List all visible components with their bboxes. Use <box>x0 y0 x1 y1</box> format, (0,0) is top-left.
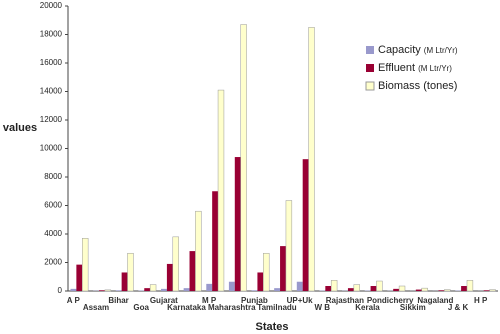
bar <box>296 281 303 291</box>
bar <box>234 157 241 291</box>
x-tick-label: H P <box>474 296 488 305</box>
y-tick-label: 18000 <box>40 30 63 39</box>
bar <box>308 27 315 292</box>
legend-unit: (M Ltr/Yr) <box>418 64 452 73</box>
legend-label: Capacity <box>378 44 421 56</box>
x-tick-label: Tamilnadu <box>257 303 297 312</box>
x-tick-label: Maharashtra <box>208 303 256 312</box>
x-tick-label: W B <box>314 303 330 312</box>
x-axis-label: States <box>255 321 288 333</box>
bar <box>144 288 151 291</box>
x-tick-label: Rajasthan <box>326 296 364 305</box>
bar <box>461 286 467 291</box>
bar <box>370 286 377 291</box>
y-tick-label: 6000 <box>44 201 62 210</box>
bar <box>172 236 179 292</box>
x-tick-label: Goa <box>133 303 149 312</box>
x-tick-label: UP+Uk <box>287 296 314 305</box>
y-tick-label: 8000 <box>44 172 62 181</box>
bar <box>415 289 422 291</box>
bar <box>104 289 112 292</box>
bar <box>466 280 474 292</box>
bar <box>347 288 354 291</box>
legend-swatch <box>366 64 374 72</box>
bar <box>353 284 360 292</box>
bar <box>121 272 128 291</box>
x-tick-label: Gujarat <box>150 296 178 305</box>
x-tick-label: Karnataka <box>167 303 206 312</box>
bar <box>398 285 406 292</box>
x-tick-label: Punjab <box>241 296 268 305</box>
y-tick-label: 20000 <box>40 1 63 10</box>
bar <box>228 281 235 291</box>
x-tick-label: Kerala <box>355 303 380 312</box>
bar <box>217 89 225 292</box>
bar <box>251 290 258 291</box>
x-tick-label: Pondicherry <box>367 296 414 305</box>
bar <box>82 238 89 292</box>
legend-unit: (M Ltr/Yr) <box>424 46 458 55</box>
bar <box>421 287 428 292</box>
bar <box>285 200 293 292</box>
y-tick-label: 0 <box>58 286 63 295</box>
bar <box>444 289 451 292</box>
bar <box>489 289 496 292</box>
legend-label: Effluent <box>378 62 415 74</box>
x-tick-label: M P <box>202 296 217 305</box>
bar <box>99 290 105 291</box>
bar <box>195 210 202 292</box>
bar <box>393 288 400 291</box>
x-tick-label: Bihar <box>108 296 128 305</box>
y-tick-label: 4000 <box>44 229 62 238</box>
bar <box>302 159 309 291</box>
bar <box>274 288 281 291</box>
bar <box>257 272 264 291</box>
x-tick-label: J & K <box>448 303 469 312</box>
bar <box>376 280 383 292</box>
x-tick-label: Sikkim <box>400 303 426 312</box>
legend-swatch <box>366 46 374 54</box>
bar <box>183 288 190 291</box>
x-tick-label: Nagaland <box>417 296 453 305</box>
y-axis-label: values <box>3 122 37 134</box>
y-tick-label: 2000 <box>44 258 62 267</box>
legend-label: Biomass (tones) <box>378 80 457 92</box>
y-tick-label: 12000 <box>40 115 63 124</box>
bar <box>325 286 332 291</box>
bar <box>127 252 134 292</box>
bar <box>280 246 286 291</box>
bar <box>166 263 173 291</box>
bar <box>189 251 196 291</box>
bar <box>438 290 445 291</box>
bar <box>115 290 122 291</box>
bar <box>161 288 167 291</box>
y-tick-label: 16000 <box>40 58 63 67</box>
bar <box>212 191 219 291</box>
bar <box>70 288 77 291</box>
bar <box>483 290 490 291</box>
legend-swatch <box>365 81 375 91</box>
bar <box>330 280 338 292</box>
bar <box>206 283 213 291</box>
y-tick-label: 14000 <box>40 87 63 96</box>
y-tick-label: 10000 <box>40 144 63 153</box>
x-tick-label: Assam <box>83 303 109 312</box>
bar <box>263 252 270 292</box>
bar <box>149 284 157 292</box>
x-tick-label: A P <box>67 296 81 305</box>
bar <box>240 24 247 292</box>
bar <box>76 264 83 291</box>
